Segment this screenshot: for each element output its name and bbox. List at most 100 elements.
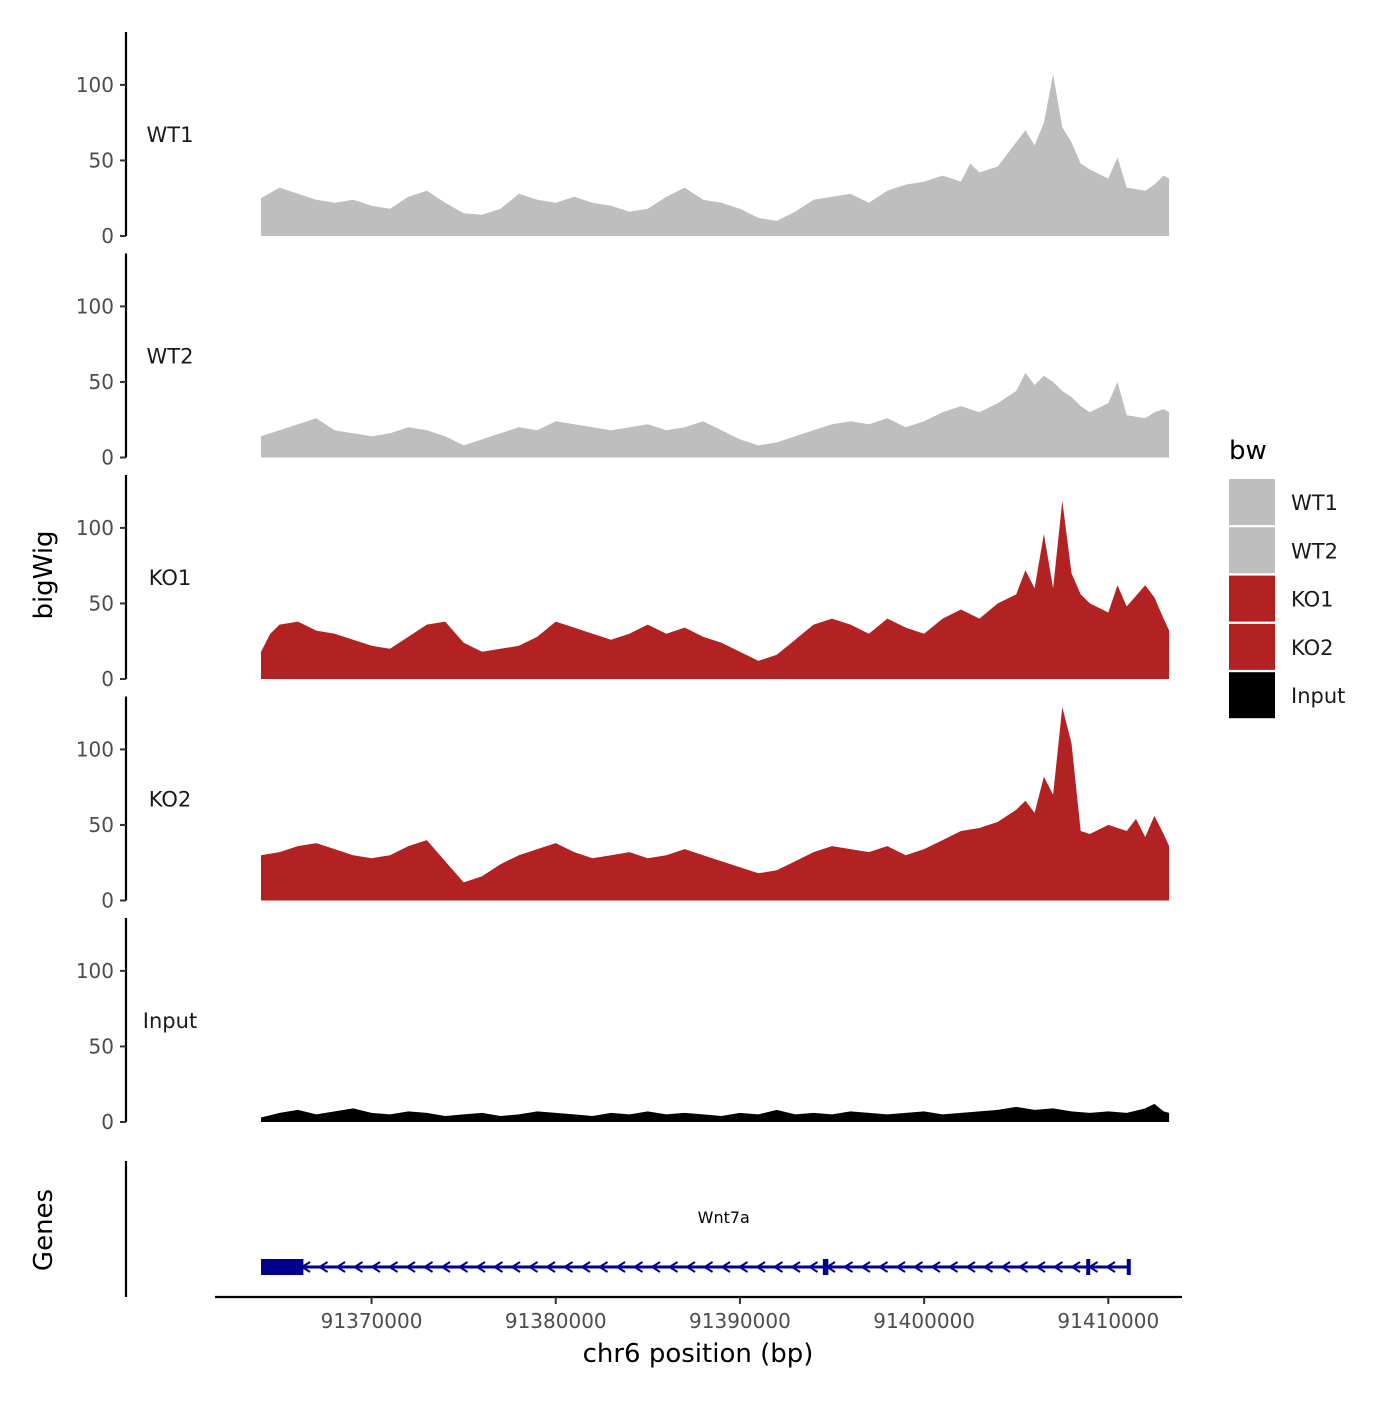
gene-strand-arrow	[457, 1261, 469, 1273]
gene-strand-arrow	[755, 1261, 766, 1273]
gene-strand-arrow	[877, 1261, 889, 1273]
signal-area-input	[261, 1103, 1170, 1122]
gene-strand-arrow	[562, 1261, 574, 1273]
track-wt2: 0 50 100 WT2	[76, 253, 1170, 470]
track-wt1: 0 50 100 WT1	[76, 32, 1170, 248]
x-tick-label: 91410000	[1057, 1309, 1159, 1333]
genes-axis-title: Genes	[29, 1189, 59, 1271]
gene-strand-arrow	[947, 1261, 959, 1273]
y-tick-label: 0	[101, 667, 114, 691]
x-axis: 91370000 91380000 91390000 91400000 91410000	[215, 1295, 1182, 1333]
gene-strand-arrow	[580, 1261, 591, 1273]
y-tick-label: 0	[101, 446, 114, 470]
x-tick-label: 91390000	[689, 1309, 791, 1333]
genes-track: Wnt7a	[124, 1161, 1131, 1297]
gene-strand-arrow	[632, 1261, 644, 1273]
y-tick-label: 100	[76, 294, 114, 318]
gene-strand-arrow	[1035, 1261, 1046, 1273]
gene-name-label: Wnt7a	[698, 1208, 750, 1227]
track-label: Input	[143, 1009, 197, 1033]
signal-area-ko1	[261, 500, 1170, 679]
y-tick-label: 0	[101, 889, 114, 913]
y-tick-label: 50	[89, 591, 114, 615]
y-tick-label: 100	[76, 737, 114, 761]
gene-strand-arrow	[510, 1261, 521, 1273]
legend-label: KO1	[1291, 588, 1334, 612]
gene-strand-arrow	[667, 1261, 679, 1273]
gene-strand-arrow	[527, 1261, 539, 1273]
x-tick-label: 91380000	[505, 1309, 607, 1333]
gene-strand-arrow	[422, 1261, 434, 1273]
track-ko2: 0 50 100 KO2	[76, 696, 1170, 913]
gene-strand-arrow	[440, 1261, 451, 1273]
gene-strand-arrow	[860, 1261, 871, 1273]
gene-strand-arrow	[1105, 1261, 1116, 1273]
track-input: 0 50 100 Input	[76, 918, 1170, 1134]
gene-strand-arrow	[597, 1261, 609, 1273]
legend-label: Input	[1291, 684, 1345, 708]
gene-strand-arrow	[335, 1261, 346, 1273]
x-axis-title: chr6 position (bp)	[583, 1339, 814, 1369]
gene-strand-arrow	[1017, 1261, 1029, 1273]
legend-key-ko1	[1229, 575, 1275, 622]
legend-key-wt1	[1229, 479, 1275, 525]
y-tick-label: 100	[76, 73, 114, 97]
legend-label: WT2	[1291, 539, 1338, 563]
y-axis-title: bigWig	[29, 530, 59, 619]
gene-strand-arrow	[772, 1261, 784, 1273]
track-label: KO1	[149, 566, 192, 590]
gene-strand-arrow	[475, 1261, 486, 1273]
y-tick-label: 0	[101, 224, 114, 248]
y-tick-label: 50	[89, 370, 114, 394]
signal-area-ko2	[261, 707, 1170, 901]
gene-strand-arrow	[930, 1261, 941, 1273]
legend-label: KO2	[1291, 636, 1334, 660]
legend-key-ko2	[1229, 623, 1275, 670]
x-tick-label: 91370000	[321, 1309, 423, 1333]
y-tick-label: 100	[76, 959, 114, 983]
gene-strand-arrow	[807, 1261, 819, 1273]
track-label: KO2	[149, 788, 192, 812]
y-tick-label: 50	[89, 1034, 114, 1058]
gene-strand-arrow	[965, 1261, 976, 1273]
signal-tracks: 0 50 100 WT1 0 50 100 WT2 0 50 100 KO1 0 50 100 KO2 0 50 1…	[76, 32, 1170, 1134]
gene-exon	[1086, 1259, 1091, 1275]
y-tick-label: 100	[76, 516, 114, 540]
track-label: WT2	[147, 345, 194, 369]
gene-strand-arrow	[912, 1261, 924, 1273]
gene-strand-arrow	[545, 1261, 556, 1273]
gene-exon	[261, 1259, 304, 1275]
gene-strand-arrow	[405, 1261, 416, 1273]
gene-strand-arrow	[1000, 1261, 1011, 1273]
x-tick-label: 91400000	[873, 1309, 975, 1333]
signal-area-wt2	[261, 372, 1170, 458]
gene-strand-arrow	[685, 1261, 696, 1273]
y-tick-label: 50	[89, 148, 114, 172]
gene-strand-arrow	[650, 1261, 661, 1273]
legend-key-input	[1229, 672, 1275, 719]
gene-strand-arrow	[982, 1261, 994, 1273]
gene-strand-arrow	[1070, 1261, 1081, 1273]
legend-title: bw	[1229, 436, 1267, 466]
gene-strand-arrow	[492, 1261, 504, 1273]
track-label: WT1	[147, 123, 194, 147]
gene-strand-arrow	[737, 1261, 749, 1273]
gene-strand-arrow	[317, 1261, 329, 1273]
gene-strand-arrow	[615, 1261, 626, 1273]
gene-strand-arrow	[720, 1261, 731, 1273]
gene-strand-arrow	[895, 1261, 906, 1273]
gene-strand-arrow	[352, 1261, 364, 1273]
y-tick-label: 0	[101, 1110, 114, 1134]
gene-exon	[822, 1259, 829, 1275]
gene-strand-arrow	[387, 1261, 399, 1273]
signal-area-wt1	[261, 74, 1170, 236]
legend: bw WT1 WT2 KO1 KO2 Input	[1229, 436, 1345, 719]
gene-strand-arrow	[702, 1261, 714, 1273]
legend-key-wt2	[1229, 527, 1275, 574]
gene-strand-arrow	[370, 1261, 381, 1273]
gene-strand-arrow	[790, 1261, 801, 1273]
gene-strand-arrow	[1052, 1261, 1064, 1273]
track-ko1: 0 50 100 KO1	[76, 475, 1170, 691]
gene-strand-arrow	[842, 1261, 854, 1273]
